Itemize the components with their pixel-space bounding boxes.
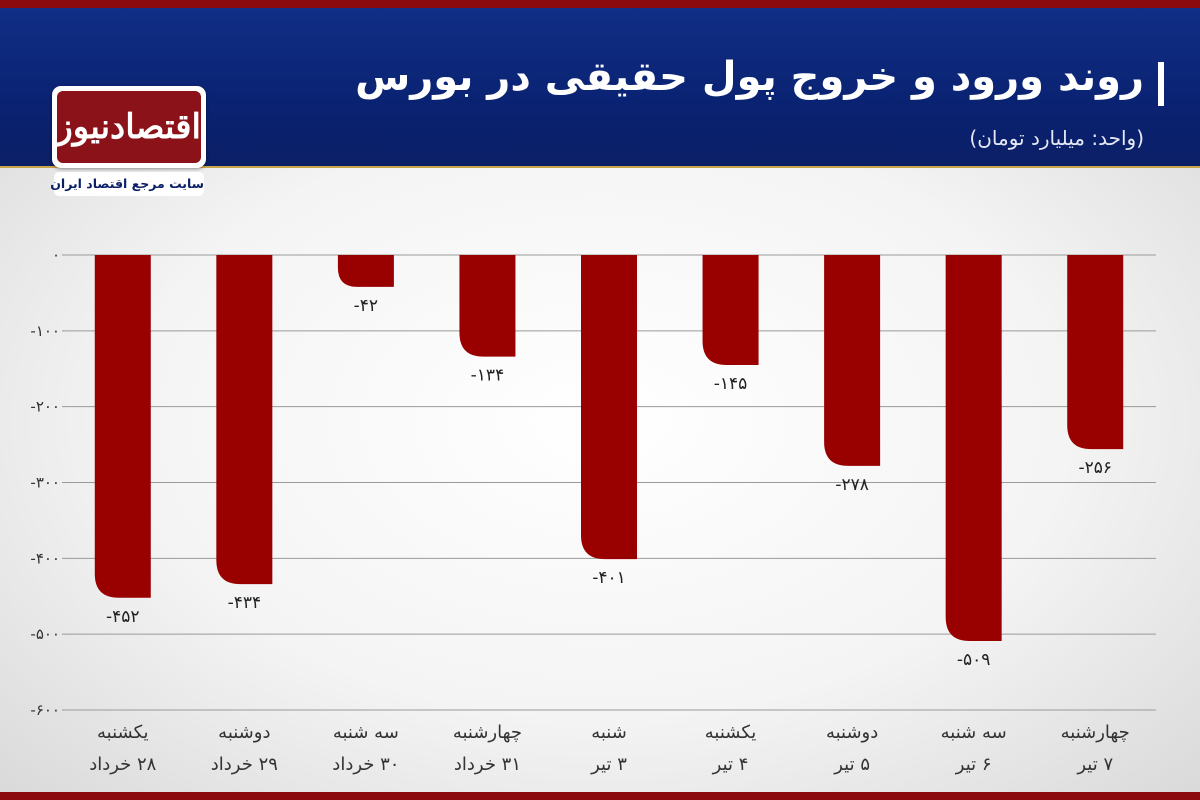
y-tick-label: -۵۰۰ [30,625,60,643]
value-label: -۴۰۱ [592,568,626,588]
category-label-day: سه شنبه [941,722,1007,743]
logo-wordmark: اقتصادنیوز [56,91,201,163]
y-tick-label: -۴۰۰ [30,549,60,567]
chart-title: روند ورود و خروج پول حقیقی در بورس [355,54,1144,100]
top-stripe [0,0,1200,8]
category-label-date: ۲۹ خرداد [211,754,278,775]
value-label: -۱۴۵ [714,374,748,394]
y-tick-label: -۲۰۰ [30,398,60,416]
y-tick-label: -۳۰۰ [30,474,60,492]
bar [94,255,151,598]
bar [581,255,637,560]
bar [945,255,1002,641]
bars [94,255,1124,641]
bar [824,255,881,466]
value-label: -۴۳۴ [228,593,262,613]
value-label: -۲۵۶ [1078,458,1112,478]
value-label: -۲۷۸ [835,475,869,495]
category-label-day: یکشنبه [97,722,149,743]
category-label-date: ۵ تیر [833,754,870,775]
category-label-date: ۳۰ خرداد [332,754,399,775]
bottom-stripe [0,792,1200,800]
y-tick-label: -۱۰۰ [30,322,60,340]
category-label-day: دوشنبه [218,722,270,743]
value-label: -۱۳۴ [471,366,505,386]
bar [216,255,273,585]
y-tick-label: ۰ [52,246,60,264]
category-label-date: ۷ تیر [1076,754,1113,775]
category-label-day: چهارشنبه [1061,722,1130,743]
category-label-day: دوشنبه [826,722,878,743]
category-label-day: چهارشنبه [453,722,522,743]
category-label-date: ۲۸ خرداد [89,754,156,775]
logo-tagline: سایت مرجع اقتصاد ایران [50,172,204,196]
bar [1067,255,1124,450]
value-label: -۴۵۲ [106,607,140,627]
value-labels: -۴۵۲ -۴۳۴ -۴۲ -۱۳۴ -۴۰۱ -۱۴۵ -۲۷۸ -۵۰۹ -۲۵۶ [106,296,1112,670]
bar [459,255,516,357]
category-label-date: ۶ تیر [955,754,992,775]
category-label-date: ۳۱ خرداد [454,754,521,775]
bar [702,255,759,365]
category-label-day: شنبه [591,722,627,743]
bar [337,255,394,287]
unit-label: (واحد: میلیارد تومان) [969,126,1144,150]
value-label: -۵۰۹ [957,650,991,670]
y-axis-ticks: ۰ -۱۰۰ -۲۰۰ -۳۰۰ -۴۰۰ -۵۰۰ -۶۰۰ [30,246,60,719]
category-labels: یکشنبه ۲۸ خرداد دوشنبه ۲۹ خرداد سه شنبه ۳۰ خر… [89,722,1130,775]
value-label: -۴۲ [354,296,378,316]
category-label-day: سه شنبه [333,722,399,743]
title-accent-bar [1158,62,1164,106]
category-label-date: ۳ تیر [590,754,627,775]
category-label-day: یکشنبه [705,722,757,743]
category-label-date: ۴ تیر [712,754,749,775]
y-tick-label: -۶۰۰ [30,701,60,719]
logo: اقتصادنیوز [52,86,206,168]
